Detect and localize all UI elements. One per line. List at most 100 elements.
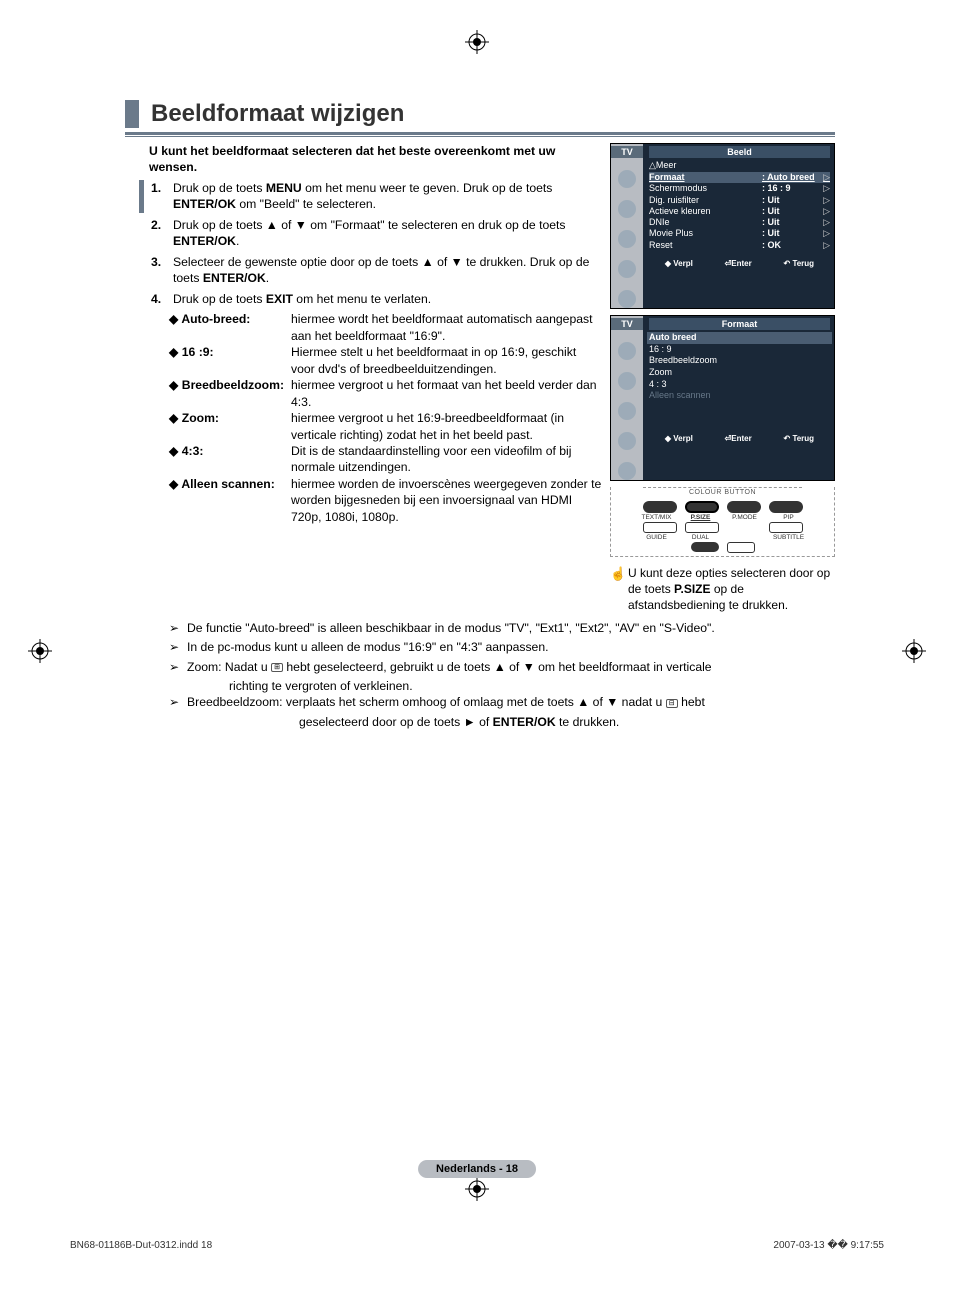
osd-footer-terug: ↶ Terug	[784, 259, 815, 268]
registration-mark-top	[465, 30, 489, 54]
remote-button	[691, 542, 719, 552]
osd-footer-verpl: ◆ Verpl	[665, 259, 693, 268]
osd-header: Beeld	[649, 146, 830, 158]
remote-title: COLOUR BUTTON	[687, 489, 758, 496]
osd-menu-icon	[618, 200, 636, 218]
chevron-icon: ➢	[169, 694, 187, 710]
osd-item-value: : Uit	[762, 195, 820, 206]
osd-item-label: Reset	[649, 240, 762, 251]
osd-screenshot-beeld: TV Beeld △Meer Formaat: Auto breed▷ Sche…	[610, 143, 835, 309]
option-label: 16 :9:	[169, 344, 291, 377]
step-num: 2.	[151, 217, 173, 250]
footer-timestamp: 2007-03-13 �� 9:17:55	[773, 1240, 884, 1251]
osd-footer-enter: ⏎Enter	[725, 259, 752, 268]
osd-footer-enter: ⏎Enter	[725, 434, 752, 443]
notes-list: ➢De functie "Auto-breed" is alleen besch…	[169, 620, 835, 731]
osd-item-label: Actieve kleuren	[649, 206, 762, 217]
chevron-icon: ➢	[169, 620, 187, 636]
osd-tv-label: TV	[611, 146, 643, 158]
option-label: Alleen scannen:	[169, 476, 291, 525]
chevron-icon: ➢	[169, 639, 187, 655]
osd-item-label: Schermmodus	[649, 183, 762, 194]
osd-tv-label: TV	[611, 318, 643, 330]
option-desc: Dit is de standaardinstelling voor een v…	[291, 443, 602, 476]
osd-meer: △Meer	[649, 160, 830, 171]
osd-menu-icon	[618, 170, 636, 188]
remote-label: SUBTITLE	[771, 534, 807, 541]
note-text: Breedbeeldzoom: verplaats het scherm omh…	[187, 694, 835, 710]
step-text: Druk op de toets EXIT om het menu te ver…	[173, 291, 431, 307]
osd-item-label: DNIe	[649, 217, 762, 228]
registration-mark-left	[28, 639, 52, 663]
note-text: In de pc-modus kunt u alleen de modus "1…	[187, 639, 835, 655]
remote-label	[727, 534, 763, 541]
remote-label-psize: P.SIZE	[683, 514, 719, 521]
step-num: 3.	[151, 254, 173, 287]
osd-item-value: : 16 : 9	[762, 183, 820, 194]
remote-diagram: COLOUR BUTTON TEXT/MIX P.SIZE P.MODE PIP	[610, 487, 835, 557]
intro-text: U kunt het beeldformaat selecteren dat h…	[149, 143, 602, 176]
osd-list-item: Breedbeeldzoom	[649, 355, 830, 367]
step-text: Selecteer de gewenste optie door op de t…	[173, 254, 602, 287]
steps-list: 1.Druk op de toets MENU om het menu weer…	[139, 180, 602, 307]
title-underline-thin	[125, 136, 835, 137]
option-label: 4:3:	[169, 443, 291, 476]
step-num: 1.	[151, 180, 173, 213]
tip-text: U kunt deze opties selecteren door op de…	[628, 565, 835, 614]
osd-item-value: : Auto breed	[762, 172, 820, 183]
osd-list-item: 16 : 9	[649, 344, 830, 356]
osd-list-item: Auto breed	[647, 332, 832, 344]
osd-menu-icon	[618, 230, 636, 248]
osd-item-label: Movie Plus	[649, 228, 762, 239]
step-text: Druk op de toets ▲ of ▼ om "Formaat" te …	[173, 217, 602, 250]
triangle-icon: ▷	[820, 228, 830, 239]
option-desc: Hiermee stelt u het beeldformaat in op 1…	[291, 344, 602, 377]
registration-mark-right	[902, 639, 926, 663]
title-underline	[125, 132, 835, 135]
right-column: TV Beeld △Meer Formaat: Auto breed▷ Sche…	[610, 143, 835, 614]
osd-menu-icon	[618, 290, 636, 308]
triangle-icon: ▷	[820, 240, 830, 251]
step-text: Druk op de toets MENU om het menu weer t…	[173, 180, 602, 213]
option-desc: hiermee vergroot u het 16:9-breedbeeldfo…	[291, 410, 602, 443]
osd-item-value: : Uit	[762, 206, 820, 217]
triangle-icon: ▷	[820, 206, 830, 217]
remote-label: GUIDE	[639, 534, 675, 541]
option-label: Breedbeeldzoom:	[169, 377, 291, 410]
triangle-icon: ▷	[820, 195, 830, 206]
osd-menu-icon	[618, 342, 636, 360]
option-desc: hiermee worden de invoerscènes weergegev…	[291, 476, 602, 525]
tip-box: ☝ U kunt deze opties selecteren door op …	[610, 565, 835, 614]
osd-menu-icon	[618, 462, 636, 480]
osd-menu-icon	[618, 260, 636, 278]
remote-button	[769, 501, 803, 513]
option-desc: hiermee wordt het beeldformaat automatis…	[291, 311, 602, 344]
option-label: Auto-breed:	[169, 311, 291, 344]
page-content: Beeldformaat wijzigen U kunt het beeldfo…	[125, 100, 835, 730]
triangle-icon: ▷	[820, 172, 830, 183]
print-footer: BN68-01186B-Dut-0312.indd 18 2007-03-13 …	[70, 1240, 884, 1251]
remote-button	[727, 542, 755, 553]
remote-button	[643, 522, 677, 533]
osd-footer-verpl: ◆ Verpl	[665, 434, 693, 443]
page-title: Beeldformaat wijzigen	[151, 100, 835, 128]
note-continuation: richting te vergroten of verkleinen.	[229, 678, 835, 694]
title-block: Beeldformaat wijzigen	[125, 100, 835, 128]
osd-list-item: Zoom	[649, 367, 830, 379]
remote-button	[727, 501, 761, 513]
osd-item-value: : Uit	[762, 228, 820, 239]
note-text: De functie "Auto-breed" is alleen beschi…	[187, 620, 835, 636]
step-num: 4.	[151, 291, 173, 307]
options-table: Auto-breed:hiermee wordt het beeldformaa…	[169, 311, 602, 525]
option-desc: hiermee vergroot u het formaat van het b…	[291, 377, 602, 410]
remote-button	[685, 522, 719, 533]
osd-list-item: 4 : 3	[649, 379, 830, 391]
remote-label: DUAL	[683, 534, 719, 541]
registration-mark-bottom	[465, 1177, 489, 1201]
page-number: Nederlands - 18	[418, 1160, 536, 1178]
osd-footer-terug: ↶ Terug	[784, 434, 815, 443]
left-column: U kunt het beeldformaat selecteren dat h…	[125, 143, 602, 614]
osd-list-item-disabled: Alleen scannen	[649, 390, 830, 402]
osd-menu-icon	[618, 432, 636, 450]
remote-button-psize	[685, 501, 719, 513]
